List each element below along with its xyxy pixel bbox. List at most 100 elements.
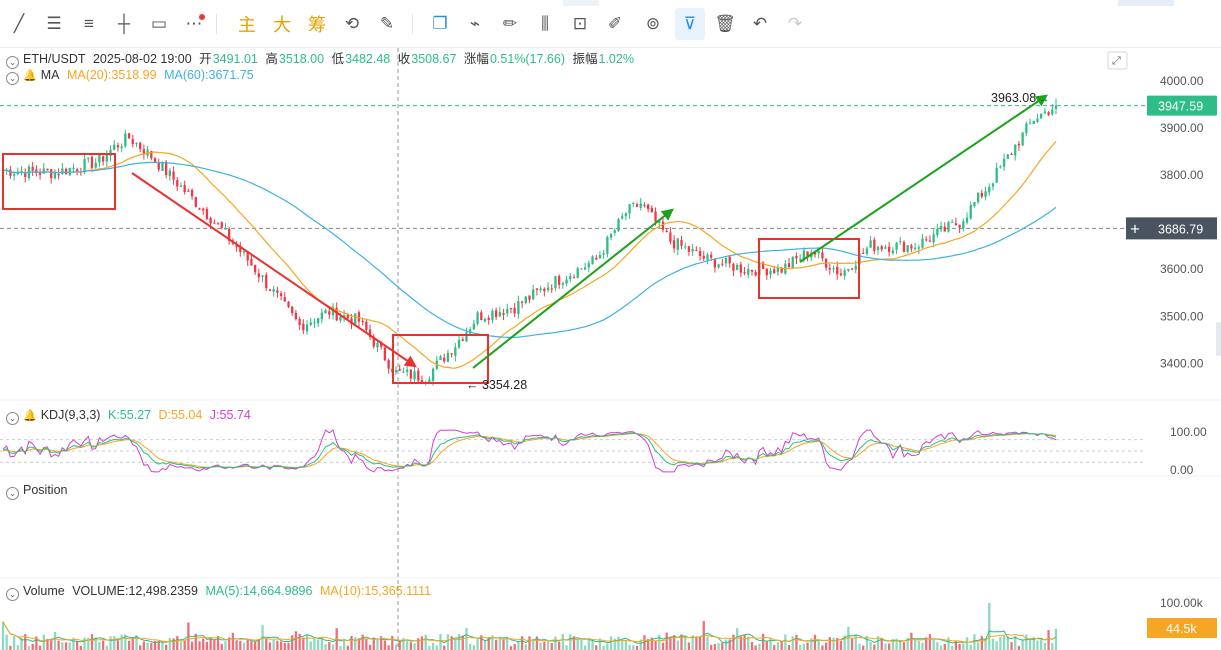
volume-bar xyxy=(157,641,160,650)
candle-body xyxy=(9,169,12,176)
bell-icon[interactable]: 🔔 xyxy=(23,70,37,82)
candle-body xyxy=(287,301,290,307)
collapse-circle-icon[interactable]: ⌄ xyxy=(6,487,19,500)
delete-tool[interactable]: 🗑 xyxy=(714,14,736,33)
candle-body xyxy=(780,267,783,273)
collapse-circle-icon[interactable]: ⌄ xyxy=(6,412,19,425)
candle xyxy=(535,288,539,296)
volume-bar xyxy=(5,634,8,650)
volume-bar xyxy=(409,642,413,650)
volume-bar xyxy=(487,637,490,650)
candle xyxy=(235,241,238,252)
candle xyxy=(135,142,138,147)
volume-bar xyxy=(624,640,628,650)
horizontal-ray-tool[interactable]: ┼ xyxy=(117,14,131,33)
candle-body xyxy=(57,173,60,176)
candle xyxy=(413,366,416,384)
candle xyxy=(139,141,142,153)
big-order-button[interactable]: 大 xyxy=(273,15,291,36)
bell-icon[interactable]: 🔔 xyxy=(23,410,37,422)
volume-bar xyxy=(684,635,687,650)
candle xyxy=(939,221,943,232)
volume-bar xyxy=(94,637,97,650)
candle-body xyxy=(90,156,94,168)
candle xyxy=(1014,144,1017,161)
candle-body xyxy=(176,180,179,187)
candle xyxy=(554,275,557,292)
candles-tool[interactable]: ⫼ xyxy=(541,14,549,33)
candle-body xyxy=(83,159,86,173)
candle xyxy=(5,167,8,175)
candle xyxy=(494,307,498,320)
volume-bar xyxy=(598,638,602,650)
candle-body xyxy=(654,211,657,222)
ma20-line xyxy=(2,141,1057,369)
volume-bar xyxy=(583,645,587,650)
candle xyxy=(524,295,527,305)
candle-body xyxy=(94,162,97,168)
brush-tool[interactable]: ✏ xyxy=(502,14,518,33)
candle xyxy=(324,308,327,314)
copy-tool[interactable]: ❐ xyxy=(432,14,448,33)
candle-body xyxy=(431,368,435,381)
candle-body xyxy=(24,172,27,177)
volume-bar xyxy=(454,639,457,650)
replace-tool[interactable]: ⟲ xyxy=(344,14,360,33)
chart-area[interactable]: 3963.08→← 3354.284000.003900.003800.0037… xyxy=(0,48,1221,650)
candle xyxy=(628,204,631,219)
collapse-circle-icon[interactable]: ⌄ xyxy=(6,588,19,601)
note-tool[interactable]: ✐ xyxy=(607,14,623,33)
candle-body xyxy=(87,157,90,159)
candle xyxy=(583,262,587,270)
volume-bar xyxy=(68,642,71,650)
candle xyxy=(376,341,379,352)
toolbar-separator xyxy=(216,14,217,34)
candle xyxy=(250,253,253,266)
candle-body xyxy=(394,369,398,373)
candle-body xyxy=(246,251,249,261)
magnet-tool[interactable]: ⊚ xyxy=(645,14,661,33)
crosshair-price-tag-label: 3686.79 xyxy=(1158,222,1203,236)
candle xyxy=(617,217,620,232)
redo-button[interactable]: ↷ xyxy=(787,14,803,33)
chips-button[interactable]: 筹 xyxy=(308,15,326,36)
candle-body xyxy=(661,221,665,230)
candle xyxy=(969,201,972,220)
candle-body xyxy=(591,256,594,264)
candle-body xyxy=(268,289,272,292)
candle-body xyxy=(913,247,917,249)
horizontal-lines-tool[interactable]: ☰ xyxy=(46,14,62,33)
candle xyxy=(954,217,958,226)
rectangle-tool[interactable]: ▭ xyxy=(150,14,168,33)
more-tools[interactable]: ⋯ xyxy=(179,8,209,40)
candle-body xyxy=(428,379,431,383)
drawing-settings-tool[interactable]: ✎ xyxy=(379,14,395,33)
candle xyxy=(717,263,720,269)
volume-bar xyxy=(394,644,398,650)
candle-body xyxy=(153,158,157,163)
candle xyxy=(179,182,183,188)
candle xyxy=(402,367,405,373)
candle xyxy=(1047,111,1050,117)
collapse-circle-icon[interactable]: ⌄ xyxy=(6,56,19,69)
parallel-channel-tool[interactable]: ≡ xyxy=(84,14,94,33)
main-indicator-button[interactable]: 主 xyxy=(238,15,256,36)
volume-bar xyxy=(342,638,346,650)
volume-axis-tick: 100.00k xyxy=(1160,596,1204,610)
candle-body xyxy=(643,204,646,206)
undo-button[interactable]: ↶ xyxy=(752,14,768,33)
lock-tool[interactable]: ⊡ xyxy=(572,14,588,33)
trend-line-tool[interactable]: ╱ xyxy=(13,14,25,33)
candle-body xyxy=(632,202,635,204)
kdj-j-line xyxy=(2,429,1057,473)
volume-bar xyxy=(821,645,824,650)
ruler-tool[interactable]: ⌁ xyxy=(469,14,481,33)
candle-body xyxy=(157,162,160,170)
filter-tool[interactable]: ⊽ xyxy=(675,8,705,40)
candle-body xyxy=(216,222,220,224)
collapse-circle-icon[interactable]: ⌄ xyxy=(6,72,19,85)
candle xyxy=(832,265,835,273)
volume-bar xyxy=(765,641,768,650)
candle xyxy=(383,346,387,362)
candle xyxy=(1002,153,1006,171)
